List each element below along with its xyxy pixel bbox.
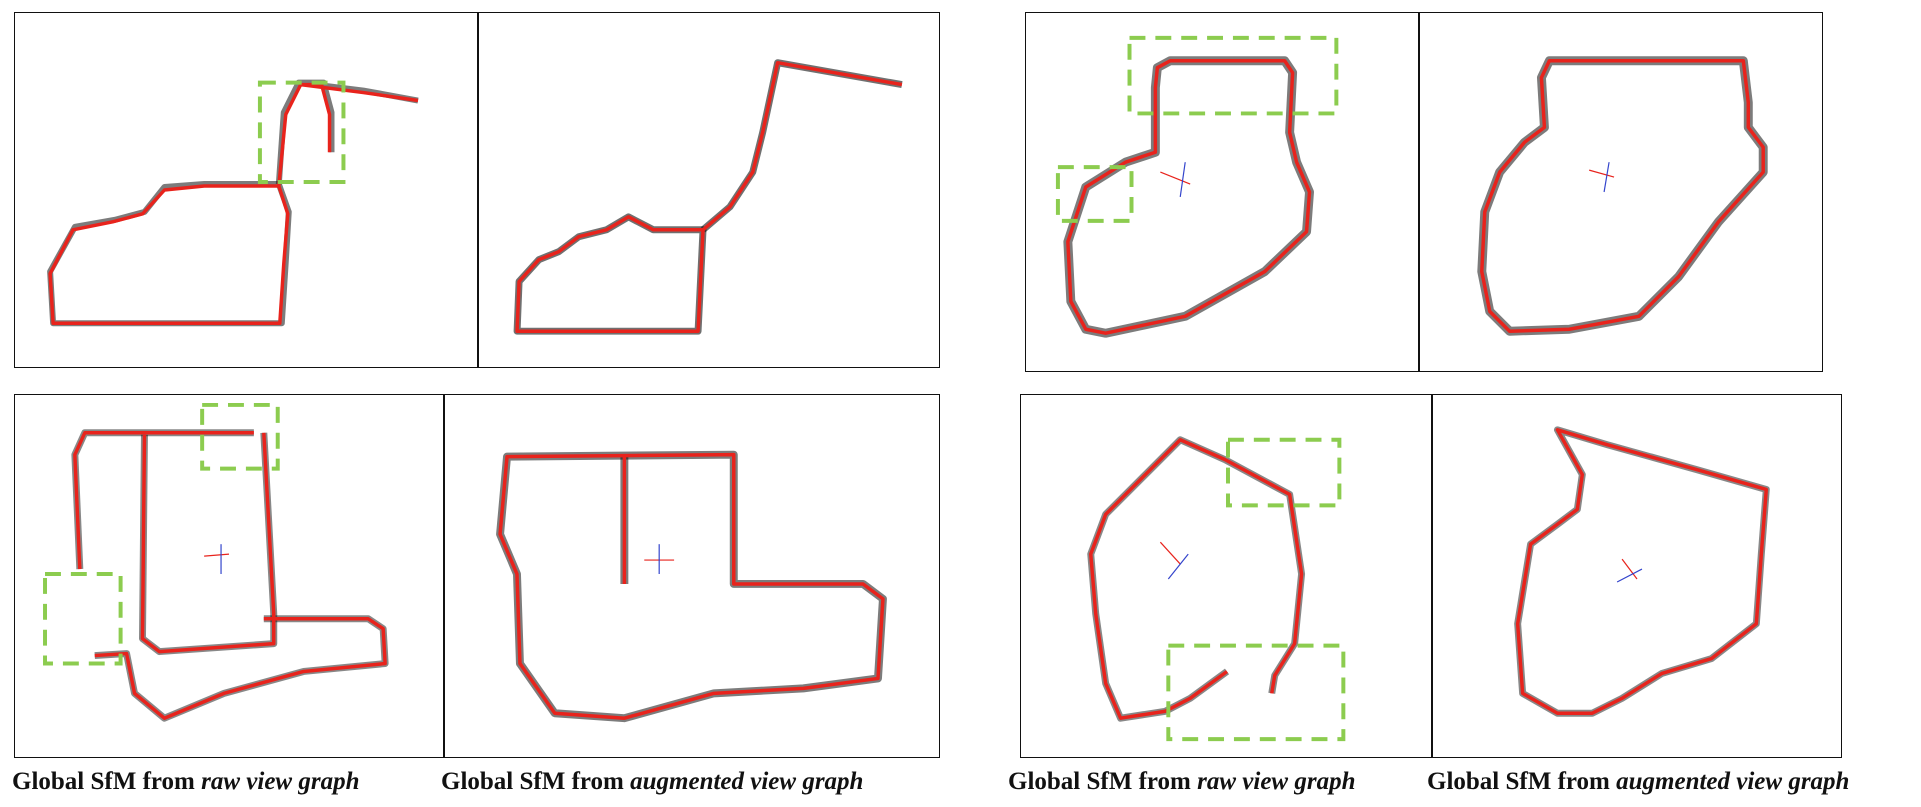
trajectory (73, 431, 387, 720)
point-cloud (513, 59, 903, 335)
axes-gizmo (1589, 162, 1615, 193)
highlight-box (200, 402, 280, 471)
highlight-box (1166, 643, 1346, 742)
caption-prefix: Global SfM from (12, 768, 202, 795)
caption-prefix: Global SfM from (441, 768, 631, 795)
caption-emphasis: augmented view graph (630, 768, 864, 795)
trajectory (1089, 438, 1304, 720)
highlight-box (1226, 437, 1342, 508)
axes-gizmo (1160, 162, 1191, 198)
caption-augmented-left: Global SfM from augmented view graph (441, 768, 863, 796)
caption-emphasis: raw view graph (1197, 768, 1356, 795)
caption-emphasis: augmented view graph (1616, 768, 1850, 795)
axes-gizmo (1159, 541, 1189, 580)
point-cloud (1087, 436, 1306, 722)
caption-prefix: Global SfM from (1427, 768, 1617, 795)
point-cloud (1477, 56, 1768, 336)
trajectory (1066, 58, 1312, 335)
panel-bottom-left-raw (14, 394, 444, 758)
axes-gizmo (204, 544, 230, 575)
panel-bottom-left-augmented (444, 394, 940, 758)
point-cloud (496, 450, 887, 723)
panel-top-left-raw (14, 12, 478, 368)
panel-bottom-right-augmented (1432, 394, 1842, 758)
trajectory (515, 60, 903, 333)
highlight-box (1055, 165, 1134, 223)
point-cloud (47, 79, 419, 327)
point-cloud (1063, 56, 1314, 338)
caption-raw-right: Global SfM from raw view graph (1008, 768, 1355, 796)
axes-gizmo (1616, 558, 1643, 583)
caption-emphasis: raw view graph (201, 768, 360, 795)
caption-raw-left: Global SfM from raw view graph (12, 768, 359, 796)
panel-top-right-raw (1025, 12, 1419, 372)
highlight-box (43, 572, 123, 666)
panel-top-left-augmented (478, 12, 940, 368)
trajectory (1480, 58, 1765, 333)
trajectory (48, 82, 419, 325)
axes-gizmo (644, 544, 675, 575)
panel-top-right-augmented (1419, 12, 1823, 372)
point-cloud (71, 429, 389, 722)
trajectory (1515, 428, 1769, 715)
trajectory (498, 452, 885, 720)
caption-prefix: Global SfM from (1008, 768, 1198, 795)
point-cloud (1514, 426, 1770, 717)
highlight-box (257, 80, 346, 185)
panel-bottom-right-raw (1020, 394, 1432, 758)
caption-augmented-right: Global SfM from augmented view graph (1427, 768, 1849, 796)
